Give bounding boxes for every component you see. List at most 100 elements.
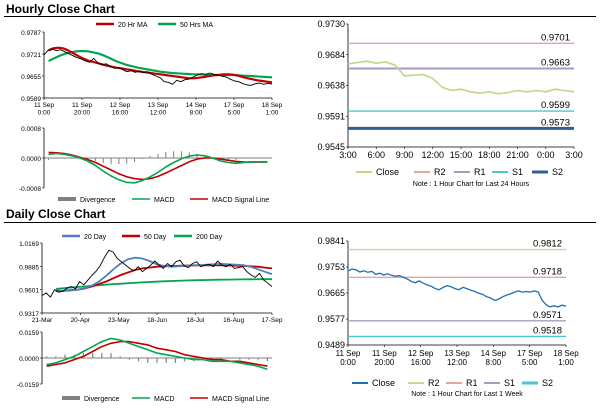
- legend-label-close: Close: [372, 378, 395, 388]
- legend-label-macd: MACD: [154, 396, 175, 403]
- series-macd: [48, 152, 268, 184]
- legend-label-20-hr-ma: 20 Hr MA: [118, 22, 148, 29]
- hourly-section-title: Hourly Close Chart: [6, 2, 115, 16]
- x-tick-label: 20-Apr: [71, 317, 91, 324]
- x-tick-label: 12 Sep 16:00: [110, 102, 131, 117]
- y-tick-label: 0.9489: [317, 340, 345, 350]
- level-label-r1: 0.9718: [533, 266, 562, 277]
- plot-area: [348, 241, 566, 345]
- x-tick-label: 17-Sep: [262, 317, 283, 324]
- legend-swatch: [58, 197, 76, 201]
- hourly-section-rule: [4, 16, 596, 17]
- x-tick-label: 17 Sep 5:00: [517, 349, 543, 367]
- y-tick-label: -0.0159: [17, 382, 39, 389]
- x-tick-label: 3:00: [565, 150, 583, 160]
- series-20-day: [55, 256, 273, 293]
- legend-label-r2: R2: [434, 167, 446, 177]
- level-label-r2: 0.9812: [533, 239, 562, 250]
- x-tick-label: 18:00: [478, 150, 501, 160]
- y-tick-label: 0.9665: [317, 288, 345, 298]
- x-tick-label: 12:00: [421, 150, 444, 160]
- y-tick-label: 0.0159: [19, 330, 39, 337]
- level-label-s1: 0.9571: [533, 310, 562, 321]
- x-tick-label: 11 Sep 0:00: [34, 102, 55, 117]
- x-tick-label: 21:00: [506, 150, 529, 160]
- daily-macd-chart: 0.0159 0.0000 -0.0159 Divergence MACD MACD Si…: [17, 330, 272, 403]
- legend-label-divergence: Divergence: [84, 396, 120, 403]
- legend-label-macd-signal-line: MACD Signal Line: [212, 396, 269, 403]
- series-20-hr-ma: [48, 46, 273, 84]
- y-tick-label: 0.9638: [317, 81, 345, 91]
- legend-label-macd-signal-line: MACD Signal Line: [212, 197, 269, 204]
- y-tick-label: 0.9317: [19, 311, 39, 318]
- y-tick-label: 1.0169: [19, 241, 39, 248]
- x-tick-label: 11 Sep 20:00: [72, 102, 93, 117]
- x-tick-label: 13 Sep 12:00: [148, 102, 169, 117]
- series-close: [347, 268, 567, 308]
- level-label-s2: 0.9518: [533, 325, 562, 336]
- series-macd: [46, 337, 268, 371]
- y-tick-label: 0.9684: [317, 50, 345, 60]
- legend-swatch: [62, 396, 80, 400]
- legend-label-50-hrs-ma: 50 Hrs MA: [180, 22, 213, 29]
- y-tick-label: 0.9655: [21, 74, 41, 81]
- y-tick-label: 0.0000: [21, 156, 41, 163]
- x-tick-label: 12 Sep 16:00: [408, 349, 434, 367]
- x-tick-label: 11 Sep 0:00: [336, 349, 361, 367]
- level-label-r2: 0.9701: [541, 32, 570, 43]
- series-close: [43, 48, 273, 86]
- legend-label-macd: MACD: [154, 197, 175, 204]
- y-tick-label: 0.9577: [317, 314, 345, 324]
- legend-label-divergence: Divergence: [80, 197, 116, 204]
- y-tick-label: 0.9787: [21, 30, 41, 37]
- chart-note: Note : 1 Hour Chart for Last 24 Hours: [413, 181, 530, 188]
- legend-label-r1: R1: [474, 167, 486, 177]
- x-tick-label: 15:00: [450, 150, 473, 160]
- y-tick-label: 0.9589: [21, 96, 41, 103]
- x-tick-label: 21-Mar: [32, 317, 53, 324]
- x-tick-label: 18 Sep 1:00: [553, 349, 579, 367]
- legend-label-s2: S2: [542, 378, 553, 388]
- y-tick-label: 0.9730: [317, 19, 345, 29]
- x-tick-label: 13 Sep 12:00: [444, 349, 470, 367]
- y-tick-label: 0.9545: [317, 142, 345, 152]
- level-label-s1: 0.9599: [541, 100, 570, 111]
- legend-label-s1: S1: [512, 167, 523, 177]
- level-label-s2: 0.9573: [541, 117, 570, 128]
- y-tick-label: 0.9841: [317, 236, 345, 246]
- chart-note: Note : 1 Hour Chart for Last 1 Week: [411, 391, 523, 398]
- x-tick-label: 18-Jul: [186, 317, 204, 324]
- x-tick-label: 3:00: [339, 150, 357, 160]
- x-tick-label: 9:00: [396, 150, 414, 160]
- y-tick-label: 0.0008: [21, 126, 41, 133]
- x-tick-label: 18-Jun: [147, 317, 167, 324]
- legend-label-r2: R2: [428, 378, 440, 388]
- x-tick-label: 14 Sep 8:00: [481, 349, 507, 367]
- y-tick-label: 0.0000: [19, 356, 39, 363]
- series-close: [347, 60, 575, 95]
- x-tick-label: 14 Sep 8:00: [186, 102, 207, 117]
- legend-label-r1: R1: [466, 378, 478, 388]
- legend-label-close: Close: [376, 167, 399, 177]
- legend-label-200-day: 200 Day: [196, 234, 223, 241]
- y-tick-label: 0.9591: [317, 111, 345, 121]
- x-tick-label: 23-May: [108, 317, 130, 324]
- x-tick-label: 11 Sep 20:00: [372, 349, 397, 367]
- series-close: [41, 249, 273, 298]
- y-tick-label: 0.9721: [21, 52, 41, 59]
- y-tick-label: 0.9885: [19, 264, 39, 271]
- x-tick-label: 6:00: [367, 150, 385, 160]
- legend-label-50-day: 50 Day: [144, 234, 167, 241]
- y-tick-label: -0.0008: [19, 186, 41, 193]
- legend-label-s1: S1: [504, 378, 515, 388]
- series-macd-signal-line: [48, 151, 268, 181]
- plot-area: [348, 24, 574, 147]
- daily-section-rule: [4, 222, 596, 223]
- x-tick-label: 18 Sep 1:00: [262, 102, 283, 117]
- level-label-r1: 0.9663: [541, 58, 570, 69]
- legend-label-s2: S2: [552, 167, 563, 177]
